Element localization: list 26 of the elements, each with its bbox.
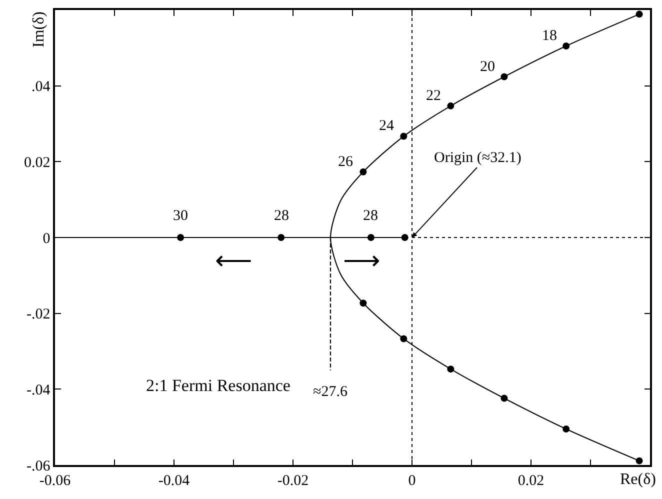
annotation: 22 bbox=[426, 88, 441, 104]
annotation: ⟵ bbox=[215, 246, 252, 275]
annotation: Origin (≈32.1) bbox=[434, 150, 522, 166]
y-tick-label: -.02 bbox=[26, 306, 50, 323]
annotation: 28 bbox=[363, 208, 378, 224]
y-tick-label: 0.02 bbox=[24, 154, 50, 171]
x-tick-label: 0 bbox=[408, 472, 416, 489]
y-tick-label: -.06 bbox=[26, 458, 51, 474]
y-tick-label: 0 bbox=[42, 230, 50, 247]
annotation: 30 bbox=[173, 208, 188, 224]
y-tick-label: -.04 bbox=[26, 382, 51, 398]
x-tick-label: 0.02 bbox=[518, 472, 544, 489]
x-tick-label: -0.06 bbox=[39, 472, 72, 489]
annotation: 2:1 Fermi Resonance bbox=[146, 376, 290, 395]
annotation: 18 bbox=[542, 28, 557, 44]
annotation: 20 bbox=[480, 59, 495, 75]
x-axis-title: Re(δ) bbox=[620, 471, 656, 488]
annotation: ⟶ bbox=[343, 246, 380, 275]
annotation: 24 bbox=[379, 118, 394, 134]
x-tick-label: -0.02 bbox=[277, 472, 309, 489]
annotation: 28 bbox=[274, 208, 289, 224]
y-axis-title: Im(δ) bbox=[30, 12, 48, 48]
x-tick-label: -0.04 bbox=[158, 472, 190, 489]
y-tick-label: .04 bbox=[32, 79, 51, 96]
annotation: ≈27.6 bbox=[313, 384, 348, 400]
annotation: 26 bbox=[338, 154, 354, 170]
